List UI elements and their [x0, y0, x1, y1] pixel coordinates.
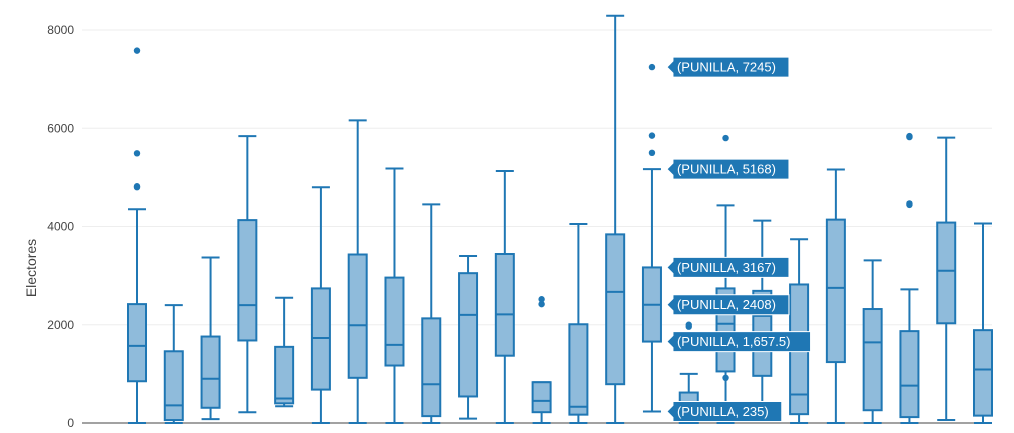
outlier-point[interactable]: [538, 300, 545, 308]
box-iqr: [200, 335, 221, 409]
box-iqr: [531, 381, 552, 414]
hover-label-text: (PUNILLA, 2408): [677, 297, 776, 312]
hover-label-text: (PUNILLA, 1,657.5): [677, 334, 790, 349]
box-iqr: [127, 303, 147, 383]
y-tick-label: 0: [67, 416, 74, 428]
hover-label-text: (PUNILLA, 7245): [677, 60, 776, 75]
outlier-point[interactable]: [722, 134, 729, 142]
outlier-point[interactable]: [906, 200, 913, 207]
outlier-point[interactable]: [133, 150, 141, 157]
hover-label-text: (PUNILLA, 5168): [677, 162, 776, 177]
boxes[interactable]: [127, 14, 993, 425]
box-iqr: [862, 308, 883, 412]
box-13[interactable]: [568, 223, 589, 424]
y-tick-label: 8000: [47, 23, 74, 37]
box-22[interactable]: [899, 132, 920, 424]
box-8[interactable]: [384, 167, 405, 424]
hover-label-text: (PUNILLA, 3167): [677, 260, 776, 275]
hover-label: (PUNILLA, 7245): [666, 56, 790, 78]
outlier-point[interactable]: [722, 374, 729, 382]
box-iqr: [347, 253, 368, 379]
box-iqr: [237, 219, 258, 342]
outlier-point[interactable]: [648, 149, 656, 157]
hover-label: (PUNILLA, 235): [666, 400, 783, 422]
box-iqr: [825, 218, 846, 364]
y-tick-label: 4000: [47, 220, 74, 234]
box-2[interactable]: [163, 304, 184, 424]
box-4[interactable]: [237, 135, 258, 414]
y-tick-label: 2000: [47, 318, 74, 332]
y-axis: 0 2000 4000 6000 8000: [47, 23, 74, 430]
box-7[interactable]: [347, 119, 368, 424]
box-5[interactable]: [274, 296, 295, 408]
box-15[interactable]: [641, 63, 662, 413]
hover-label: (PUNILLA, 5168): [666, 158, 790, 180]
hover-label-bg: [666, 331, 812, 353]
box-iqr: [384, 276, 405, 367]
box-3[interactable]: [200, 256, 221, 421]
hover-label: (PUNILLA, 3167): [666, 256, 790, 278]
box-iqr: [274, 345, 295, 405]
box-iqr: [899, 330, 920, 419]
hover-label-bg: [666, 158, 790, 180]
hover-label: (PUNILLA, 2408): [666, 294, 790, 316]
box-iqr: [605, 233, 626, 386]
box-iqr: [936, 221, 957, 325]
box-14[interactable]: [605, 14, 626, 424]
box-10[interactable]: [458, 254, 479, 420]
box-iqr: [458, 272, 479, 398]
box-6[interactable]: [310, 186, 331, 424]
outlier-point[interactable]: [133, 47, 141, 54]
outlier-point[interactable]: [538, 296, 545, 303]
box-18[interactable]: [752, 219, 773, 421]
outlier-point[interactable]: [648, 132, 656, 139]
box-21[interactable]: [862, 259, 883, 424]
box-23[interactable]: [936, 136, 957, 422]
hover-label-bg: [666, 56, 790, 78]
hover-label-bg: [666, 294, 790, 316]
box-20[interactable]: [825, 168, 846, 424]
outlier-point[interactable]: [648, 63, 656, 71]
box-iqr: [163, 350, 184, 422]
hover-label-text: (PUNILLA, 235): [677, 404, 769, 419]
outlier-point[interactable]: [906, 132, 913, 140]
box-24[interactable]: [973, 222, 993, 424]
outlier-point[interactable]: [685, 321, 692, 328]
box-iqr: [421, 317, 442, 418]
box-iqr: [568, 323, 589, 416]
box-12[interactable]: [531, 296, 552, 424]
hover-label: (PUNILLA, 1,657.5): [666, 331, 812, 353]
box-iqr: [494, 253, 515, 357]
box-9[interactable]: [421, 203, 442, 424]
y-tick-label: 6000: [47, 121, 74, 135]
box-iqr: [973, 329, 993, 417]
box-11[interactable]: [494, 169, 515, 424]
hover-label-bg: [666, 400, 783, 422]
y-axis-title: Electores: [23, 239, 39, 297]
hover-tooltips: (PUNILLA, 7245) (PUNILLA, 5168) (PUNILLA, …: [666, 56, 812, 422]
hover-label-bg: [666, 256, 790, 278]
box-1[interactable]: [127, 47, 147, 424]
outlier-point[interactable]: [133, 183, 141, 190]
